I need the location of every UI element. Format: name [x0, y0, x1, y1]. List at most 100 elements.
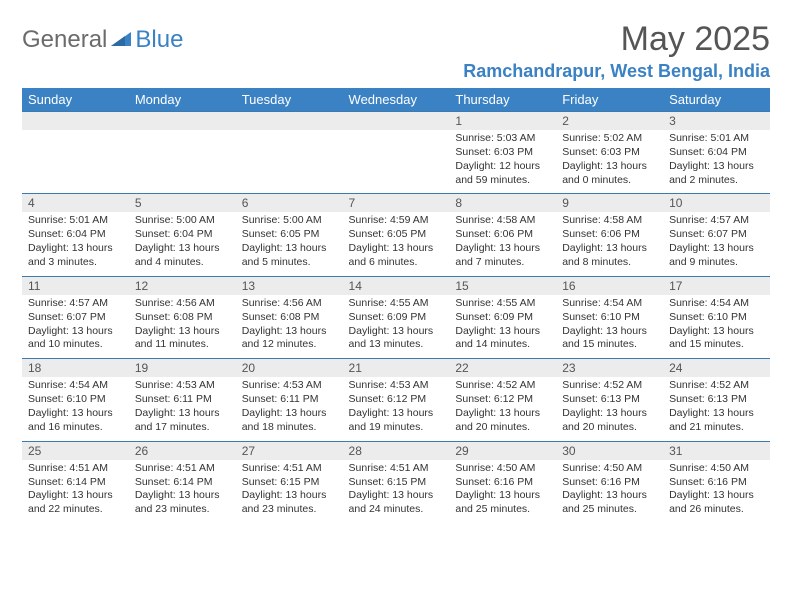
day-number: [343, 112, 450, 130]
day-line: Sunrise: 5:03 AM: [455, 132, 550, 146]
day-line: Daylight: 13 hours and 21 minutes.: [669, 407, 764, 435]
day-number: 11: [22, 277, 129, 295]
day-body: Sunrise: 4:51 AMSunset: 6:15 PMDaylight:…: [343, 460, 450, 523]
day-number: 23: [556, 359, 663, 377]
day-line: Daylight: 13 hours and 24 minutes.: [349, 489, 444, 517]
day-line: Sunrise: 4:54 AM: [562, 297, 657, 311]
day-line: Sunset: 6:03 PM: [455, 146, 550, 160]
day-number: 13: [236, 277, 343, 295]
logo-triangle-icon: [111, 29, 133, 52]
day-cell: 8Sunrise: 4:58 AMSunset: 6:06 PMDaylight…: [449, 194, 556, 276]
day-line: Daylight: 13 hours and 10 minutes.: [28, 325, 123, 353]
day-cell: 24Sunrise: 4:52 AMSunset: 6:13 PMDayligh…: [663, 359, 770, 441]
day-line: Sunrise: 4:59 AM: [349, 214, 444, 228]
day-line: Sunrise: 5:01 AM: [28, 214, 123, 228]
day-line: Sunset: 6:15 PM: [242, 476, 337, 490]
day-line: Sunset: 6:10 PM: [28, 393, 123, 407]
day-cell: 25Sunrise: 4:51 AMSunset: 6:14 PMDayligh…: [22, 441, 129, 523]
day-cell: 17Sunrise: 4:54 AMSunset: 6:10 PMDayligh…: [663, 276, 770, 358]
day-number: 14: [343, 277, 450, 295]
day-cell: 7Sunrise: 4:59 AMSunset: 6:05 PMDaylight…: [343, 194, 450, 276]
day-line: Sunset: 6:16 PM: [562, 476, 657, 490]
day-cell: 28Sunrise: 4:51 AMSunset: 6:15 PMDayligh…: [343, 441, 450, 523]
day-body: Sunrise: 4:55 AMSunset: 6:09 PMDaylight:…: [343, 295, 450, 358]
day-line: Sunset: 6:14 PM: [28, 476, 123, 490]
day-line: Sunrise: 5:01 AM: [669, 132, 764, 146]
day-line: Sunrise: 5:02 AM: [562, 132, 657, 146]
week-row: 18Sunrise: 4:54 AMSunset: 6:10 PMDayligh…: [22, 359, 770, 441]
day-line: Daylight: 13 hours and 16 minutes.: [28, 407, 123, 435]
day-number: 24: [663, 359, 770, 377]
day-line: Sunrise: 4:56 AM: [135, 297, 230, 311]
day-body: Sunrise: 4:50 AMSunset: 6:16 PMDaylight:…: [556, 460, 663, 523]
day-number: [129, 112, 236, 130]
day-line: Sunrise: 4:52 AM: [669, 379, 764, 393]
day-body: Sunrise: 4:52 AMSunset: 6:13 PMDaylight:…: [556, 377, 663, 440]
day-line: Sunrise: 4:54 AM: [669, 297, 764, 311]
day-line: Sunrise: 4:54 AM: [28, 379, 123, 393]
day-line: Daylight: 13 hours and 25 minutes.: [562, 489, 657, 517]
day-cell: 9Sunrise: 4:58 AMSunset: 6:06 PMDaylight…: [556, 194, 663, 276]
day-line: Sunrise: 4:57 AM: [669, 214, 764, 228]
day-cell: 6Sunrise: 5:00 AMSunset: 6:05 PMDaylight…: [236, 194, 343, 276]
day-line: Daylight: 13 hours and 18 minutes.: [242, 407, 337, 435]
day-line: Daylight: 13 hours and 13 minutes.: [349, 325, 444, 353]
day-line: Sunrise: 5:00 AM: [242, 214, 337, 228]
day-number: 4: [22, 194, 129, 212]
day-cell: 22Sunrise: 4:52 AMSunset: 6:12 PMDayligh…: [449, 359, 556, 441]
day-line: Sunrise: 4:52 AM: [455, 379, 550, 393]
day-number: 31: [663, 442, 770, 460]
calendar-table: SundayMondayTuesdayWednesdayThursdayFrid…: [22, 88, 770, 523]
day-body: [22, 130, 129, 190]
day-cell: 16Sunrise: 4:54 AMSunset: 6:10 PMDayligh…: [556, 276, 663, 358]
day-cell: 5Sunrise: 5:00 AMSunset: 6:04 PMDaylight…: [129, 194, 236, 276]
day-number: 25: [22, 442, 129, 460]
day-cell: 19Sunrise: 4:53 AMSunset: 6:11 PMDayligh…: [129, 359, 236, 441]
day-body: Sunrise: 4:56 AMSunset: 6:08 PMDaylight:…: [236, 295, 343, 358]
day-line: Daylight: 13 hours and 12 minutes.: [242, 325, 337, 353]
day-body: Sunrise: 4:53 AMSunset: 6:12 PMDaylight:…: [343, 377, 450, 440]
day-line: Sunrise: 4:52 AM: [562, 379, 657, 393]
day-line: Sunrise: 4:57 AM: [28, 297, 123, 311]
day-cell: 4Sunrise: 5:01 AMSunset: 6:04 PMDaylight…: [22, 194, 129, 276]
day-cell: 21Sunrise: 4:53 AMSunset: 6:12 PMDayligh…: [343, 359, 450, 441]
day-line: Daylight: 13 hours and 9 minutes.: [669, 242, 764, 270]
day-line: Sunrise: 4:51 AM: [242, 462, 337, 476]
day-line: Sunrise: 4:51 AM: [349, 462, 444, 476]
day-cell: 14Sunrise: 4:55 AMSunset: 6:09 PMDayligh…: [343, 276, 450, 358]
day-body: Sunrise: 4:58 AMSunset: 6:06 PMDaylight:…: [556, 212, 663, 275]
day-line: Sunrise: 4:55 AM: [455, 297, 550, 311]
month-title: May 2025: [463, 20, 770, 59]
day-cell: 13Sunrise: 4:56 AMSunset: 6:08 PMDayligh…: [236, 276, 343, 358]
day-line: Sunset: 6:06 PM: [562, 228, 657, 242]
day-number: [236, 112, 343, 130]
day-body: Sunrise: 4:57 AMSunset: 6:07 PMDaylight:…: [22, 295, 129, 358]
day-line: Daylight: 13 hours and 20 minutes.: [562, 407, 657, 435]
day-line: Daylight: 13 hours and 8 minutes.: [562, 242, 657, 270]
day-cell: [22, 112, 129, 194]
day-line: Sunset: 6:08 PM: [242, 311, 337, 325]
day-number: 1: [449, 112, 556, 130]
day-cell: 23Sunrise: 4:52 AMSunset: 6:13 PMDayligh…: [556, 359, 663, 441]
week-row: 4Sunrise: 5:01 AMSunset: 6:04 PMDaylight…: [22, 194, 770, 276]
day-header-cell: Sunday: [22, 88, 129, 112]
day-line: Sunset: 6:07 PM: [28, 311, 123, 325]
day-line: Daylight: 13 hours and 6 minutes.: [349, 242, 444, 270]
day-line: Sunset: 6:11 PM: [135, 393, 230, 407]
day-number: 22: [449, 359, 556, 377]
title-block: May 2025 Ramchandrapur, West Bengal, Ind…: [463, 20, 770, 82]
day-line: Sunset: 6:15 PM: [349, 476, 444, 490]
day-line: Sunrise: 4:55 AM: [349, 297, 444, 311]
day-body: Sunrise: 4:54 AMSunset: 6:10 PMDaylight:…: [663, 295, 770, 358]
day-number: 18: [22, 359, 129, 377]
day-number: 21: [343, 359, 450, 377]
day-line: Sunset: 6:12 PM: [455, 393, 550, 407]
day-number: 2: [556, 112, 663, 130]
day-number: 17: [663, 277, 770, 295]
day-number: 6: [236, 194, 343, 212]
day-line: Sunset: 6:06 PM: [455, 228, 550, 242]
day-cell: 27Sunrise: 4:51 AMSunset: 6:15 PMDayligh…: [236, 441, 343, 523]
day-line: Daylight: 13 hours and 15 minutes.: [669, 325, 764, 353]
day-body: Sunrise: 4:53 AMSunset: 6:11 PMDaylight:…: [129, 377, 236, 440]
day-body: Sunrise: 4:59 AMSunset: 6:05 PMDaylight:…: [343, 212, 450, 275]
